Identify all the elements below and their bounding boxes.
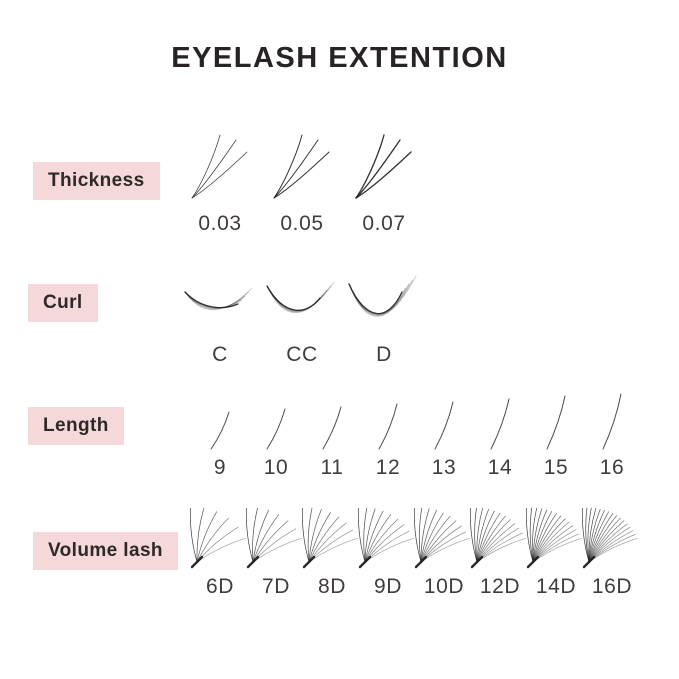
curl-item-D: D	[343, 275, 425, 367]
length-item-label: 14	[487, 456, 513, 479]
thickness-item-label: 0.05	[280, 212, 324, 235]
volume-fan-illustration	[581, 507, 638, 569]
thickness-item-0.03: 0.03	[179, 131, 261, 236]
thickness-lash-illustration	[355, 134, 412, 199]
volume-fan-illustration	[357, 507, 414, 569]
length-item-label: 15	[543, 456, 569, 479]
thickness-art	[271, 131, 333, 203]
length-art	[600, 392, 624, 450]
curl-lash-illustration	[184, 287, 253, 311]
length-lash-illustration	[546, 395, 566, 450]
length-lash-illustration	[322, 406, 342, 450]
thickness-lash-illustration	[191, 134, 248, 199]
volume-item-12D: 12D	[469, 504, 530, 599]
thickness-art	[189, 131, 251, 203]
thickness-items: 0.03 0.05 0.07	[179, 131, 425, 236]
volume-fan-illustration	[301, 507, 358, 569]
length-item-16: 16	[584, 392, 640, 480]
volume-item-9D: 9D	[357, 504, 418, 599]
length-item-label: 16	[599, 456, 625, 479]
length-item-15: 15	[528, 392, 584, 480]
length-item-label: 10	[263, 456, 289, 479]
volume-item-label: 12D	[479, 575, 521, 598]
volume-item-label: 10D	[423, 575, 465, 598]
volume-lash-label-badge: Volume lash	[33, 532, 178, 570]
length-lash-illustration	[490, 398, 510, 450]
thickness-item-label: 0.07	[362, 212, 406, 235]
length-item-label: 9	[213, 456, 227, 479]
length-item-12: 12	[360, 392, 416, 480]
length-item-14: 14	[472, 392, 528, 480]
length-item-11: 11	[304, 392, 360, 480]
thickness-item-0.05: 0.05	[261, 131, 343, 236]
thickness-art	[353, 131, 415, 203]
length-item-10: 10	[248, 392, 304, 480]
volume-art	[413, 504, 474, 569]
curl-lash-illustration	[348, 275, 417, 317]
length-art	[544, 392, 568, 450]
volume-item-label: 7D	[261, 575, 291, 598]
length-lash-illustration	[434, 401, 454, 450]
volume-lash-items: 6D 7D 8D 9D 10D 12D 14D 16D	[189, 504, 642, 599]
volume-fan-illustration	[413, 507, 470, 569]
page-title: EYELASH EXTENTION	[171, 42, 508, 74]
length-art	[264, 392, 288, 450]
volume-art	[525, 504, 586, 569]
volume-art	[301, 504, 362, 569]
volume-art	[189, 504, 250, 569]
volume-item-16D: 16D	[581, 504, 642, 599]
volume-item-7D: 7D	[245, 504, 306, 599]
volume-item-6D: 6D	[189, 504, 250, 599]
volume-art	[245, 504, 306, 569]
curl-art	[182, 282, 258, 330]
length-item-label: 13	[431, 456, 457, 479]
volume-art	[357, 504, 418, 569]
curl-item-CC: CC	[261, 281, 343, 367]
volume-item-10D: 10D	[413, 504, 474, 599]
length-item-label: 11	[320, 456, 344, 479]
curl-art	[264, 281, 340, 330]
curl-items: C CC D	[179, 275, 425, 367]
curl-item-label: CC	[286, 343, 318, 366]
length-item-13: 13	[416, 392, 472, 480]
length-lash-illustration	[266, 408, 286, 450]
length-art	[320, 392, 344, 450]
length-art	[376, 392, 400, 450]
thickness-lash-illustration	[273, 134, 330, 199]
length-lash-illustration	[378, 403, 398, 450]
thickness-item-0.07: 0.07	[343, 131, 425, 236]
volume-item-label: 14D	[535, 575, 577, 598]
curl-lash-illustration	[266, 281, 335, 314]
volume-item-label: 6D	[205, 575, 235, 598]
volume-item-label: 16D	[591, 575, 633, 598]
length-art	[488, 392, 512, 450]
volume-art	[469, 504, 530, 569]
volume-fan-illustration	[189, 508, 246, 569]
curl-item-label: D	[376, 343, 392, 366]
length-art	[208, 392, 232, 450]
length-art	[432, 392, 456, 450]
length-item-label: 12	[375, 456, 401, 479]
volume-fan-illustration	[525, 507, 582, 569]
volume-item-14D: 14D	[525, 504, 586, 599]
curl-item-label: C	[212, 343, 228, 366]
length-lash-illustration	[210, 411, 230, 450]
volume-fan-illustration	[245, 507, 302, 569]
length-lash-illustration	[602, 393, 622, 450]
thickness-label-badge: Thickness	[33, 162, 160, 200]
volume-art	[581, 504, 642, 569]
thickness-item-label: 0.03	[198, 212, 242, 235]
volume-item-8D: 8D	[301, 504, 362, 599]
curl-label-badge: Curl	[28, 284, 98, 322]
curl-art	[346, 275, 422, 330]
length-item-9: 9	[192, 392, 248, 480]
curl-item-C: C	[179, 282, 261, 367]
length-items: 9 10 11 12 13 14 15 16	[192, 392, 640, 480]
volume-fan-illustration	[469, 507, 526, 569]
volume-item-label: 8D	[317, 575, 347, 598]
volume-item-label: 9D	[373, 575, 403, 598]
length-label-badge: Length	[28, 407, 124, 445]
